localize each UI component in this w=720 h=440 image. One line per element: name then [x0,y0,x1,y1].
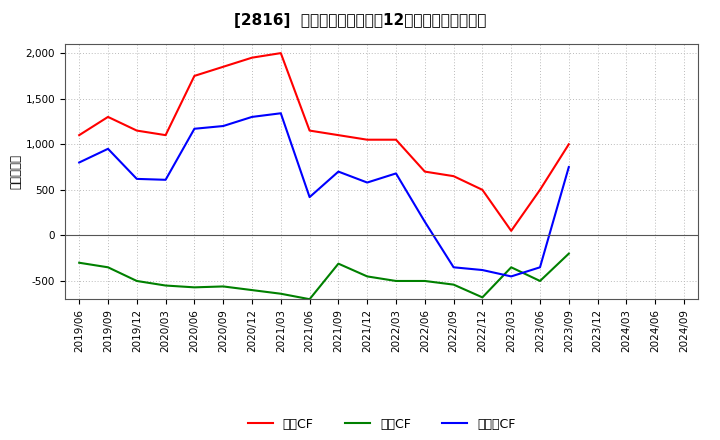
フリーCF [75,160,84,165]
フリーCF [363,180,372,185]
フリーCF [449,265,458,270]
投資CF [248,287,256,293]
投資CF [507,265,516,270]
Y-axis label: （百万円）: （百万円） [9,154,22,189]
営業CF [75,132,84,138]
フリーCF [276,110,285,116]
投資CF [305,297,314,302]
投資CF [564,251,573,256]
フリーCF [132,176,141,182]
フリーCF [536,265,544,270]
投資CF [104,265,112,270]
営業CF [420,169,429,174]
営業CF [478,187,487,192]
営業CF [104,114,112,120]
営業CF [190,73,199,78]
営業CF [564,142,573,147]
フリーCF [161,177,170,183]
投資CF [190,285,199,290]
フリーCF [104,146,112,151]
投資CF [420,279,429,284]
営業CF [248,55,256,60]
投資CF [132,279,141,284]
フリーCF [507,274,516,279]
投資CF [276,291,285,297]
営業CF [392,137,400,143]
営業CF [219,64,228,70]
投資CF [161,283,170,288]
営業CF [449,173,458,179]
営業CF [276,51,285,56]
投資CF [478,295,487,300]
投資CF [536,279,544,284]
投資CF [75,260,84,265]
フリーCF [334,169,343,174]
営業CF [305,128,314,133]
投資CF [392,279,400,284]
営業CF [334,132,343,138]
投資CF [334,261,343,266]
営業CF [161,132,170,138]
Line: 営業CF: 営業CF [79,53,569,231]
フリーCF [478,268,487,273]
営業CF [536,187,544,192]
フリーCF [190,126,199,132]
Line: 投資CF: 投資CF [79,253,569,299]
営業CF [507,228,516,234]
フリーCF [392,171,400,176]
フリーCF [564,165,573,170]
Text: [2816]  キャッシュフローの12か月移動合計の推移: [2816] キャッシュフローの12か月移動合計の推移 [234,13,486,28]
投資CF [449,282,458,287]
Line: フリーCF: フリーCF [79,113,569,276]
投資CF [363,274,372,279]
フリーCF [305,194,314,200]
投資CF [219,284,228,289]
Legend: 営業CF, 投資CF, フリーCF: 営業CF, 投資CF, フリーCF [243,413,521,436]
フリーCF [420,219,429,224]
フリーCF [219,123,228,128]
営業CF [363,137,372,143]
営業CF [132,128,141,133]
フリーCF [248,114,256,120]
